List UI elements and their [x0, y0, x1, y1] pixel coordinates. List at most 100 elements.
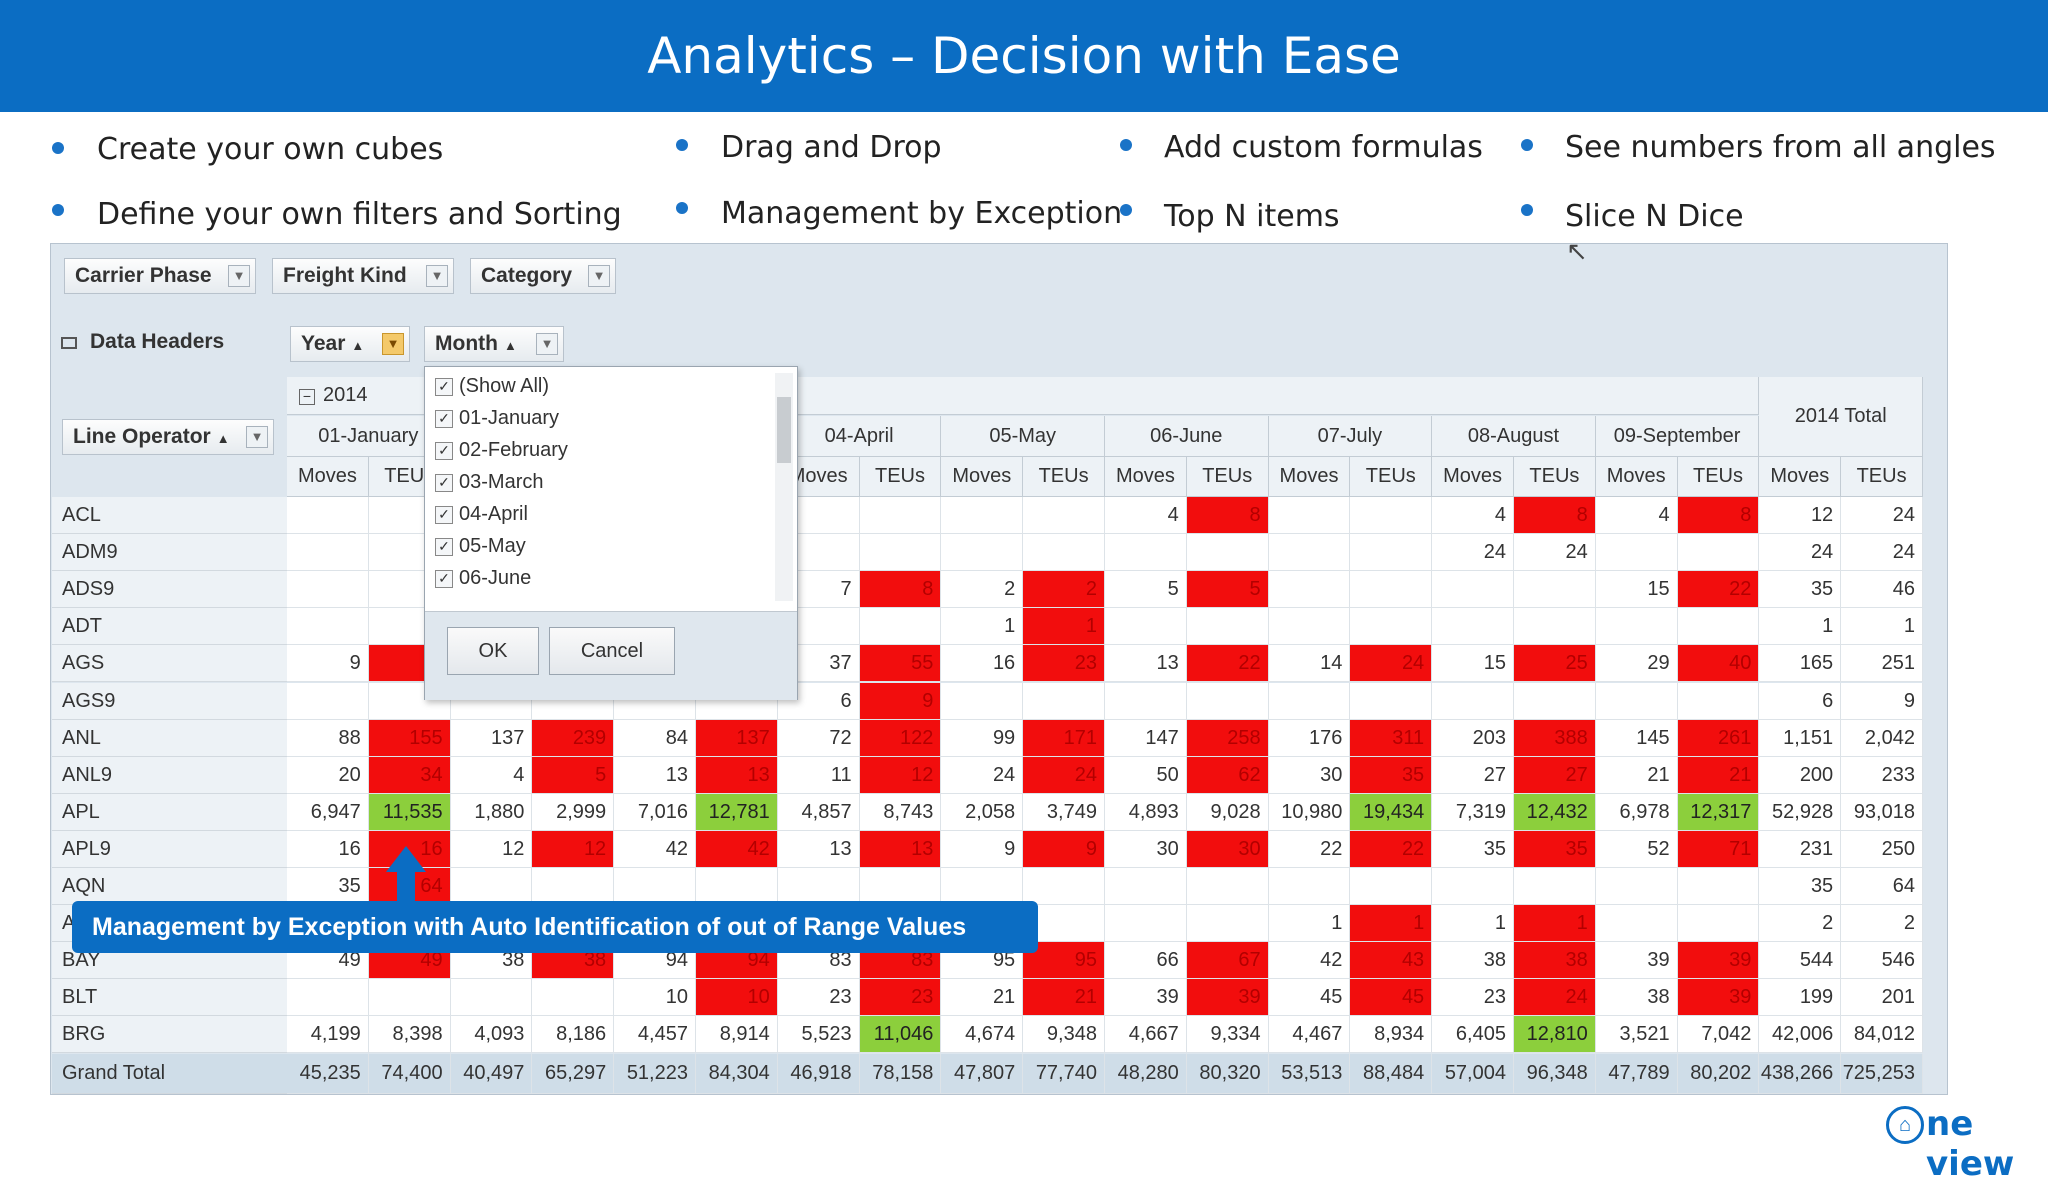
data-cell: 2 — [1841, 905, 1923, 943]
data-cell: 176 — [1268, 719, 1351, 757]
data-cell: 544 — [1759, 942, 1842, 980]
row-label[interactable]: AGS9 — [52, 682, 287, 720]
month-filter-item[interactable]: ✓ 05-May — [435, 535, 526, 558]
data-cell: 66 — [1105, 942, 1187, 980]
column-field-month[interactable]: Month ▲ ▼ — [424, 326, 564, 362]
data-cell: 250 — [1841, 830, 1923, 868]
month-header[interactable]: 07-July — [1268, 416, 1433, 457]
data-cell: 72 — [777, 719, 860, 757]
data-cell: 22 — [1350, 830, 1433, 868]
grand-total-cell: 46,918 — [777, 1053, 860, 1094]
measure-header: TEUs — [1677, 457, 1760, 497]
row-label[interactable]: BLT — [52, 979, 287, 1017]
data-cell: 4,457 — [614, 1016, 696, 1054]
row-label[interactable]: ADT — [52, 608, 287, 646]
month-header[interactable]: 05-May — [941, 416, 1105, 457]
row-label[interactable]: APL9 — [52, 830, 287, 868]
row-field-line-operator[interactable]: Line Operator ▲ ▼ — [62, 419, 274, 455]
grand-total-cell: 725,253 — [1841, 1053, 1923, 1094]
data-cell — [1186, 534, 1269, 572]
data-cell: 199 — [1759, 979, 1842, 1017]
month-filter-item[interactable]: ✓ 01-January — [435, 407, 559, 430]
data-cell — [1514, 608, 1596, 646]
filter-button-icon[interactable]: ▼ — [536, 333, 558, 355]
row-label[interactable]: AGS — [52, 645, 287, 683]
data-cell: 147 — [1105, 719, 1187, 757]
row-label[interactable]: BRG — [52, 1016, 287, 1054]
filter-button-icon[interactable]: ▼ — [382, 333, 404, 355]
data-cell: 1 — [1023, 608, 1105, 646]
filter-chip-carrier-phase[interactable]: Carrier Phase ▼ — [64, 258, 256, 294]
ok-button[interactable]: OK — [447, 627, 539, 675]
month-header[interactable]: 08-August — [1432, 416, 1596, 457]
data-cell: 62 — [1186, 756, 1269, 794]
collapse-icon[interactable]: − — [299, 389, 315, 405]
data-cell: 200 — [1759, 756, 1842, 794]
data-cell — [532, 868, 615, 906]
column-field-year[interactable]: Year ▲ ▼ — [290, 326, 410, 362]
data-cell: 2 — [941, 571, 1024, 609]
filter-chip-freight-kind[interactable]: Freight Kind ▼ — [272, 258, 454, 294]
data-cell: 24 — [1350, 645, 1433, 683]
dropdown-scroll-thumb[interactable] — [777, 397, 791, 463]
row-label[interactable]: ADM9 — [52, 534, 287, 572]
data-cell: 67 — [1186, 942, 1269, 980]
data-cell: 24 — [1514, 534, 1596, 572]
grand-total-cell: 80,202 — [1677, 1053, 1760, 1094]
data-cell: 12 — [859, 756, 942, 794]
grand-total-cell: 47,789 — [1595, 1053, 1678, 1094]
data-cell: 10 — [614, 979, 696, 1017]
checkbox-icon[interactable]: ✓ — [435, 473, 453, 492]
row-label[interactable]: ADS9 — [52, 571, 287, 609]
month-filter-item[interactable]: ✓ 02-February — [435, 439, 568, 462]
checkbox-icon[interactable]: ✓ — [435, 537, 453, 556]
month-filter-item[interactable]: ✓ 04-April — [435, 503, 528, 526]
row-label[interactable]: ANL — [52, 719, 287, 757]
cancel-button[interactable]: Cancel — [549, 627, 675, 675]
data-cell: 24 — [1841, 534, 1923, 572]
data-cell: 35 — [1759, 571, 1842, 609]
row-label[interactable]: AQN — [52, 868, 287, 906]
checkbox-icon[interactable]: ✓ — [435, 441, 453, 460]
data-cell: 4 — [450, 756, 533, 794]
data-cell: 30 — [1268, 756, 1351, 794]
chip-label: Category — [481, 264, 573, 287]
month-header[interactable]: 06-June — [1105, 416, 1269, 457]
data-cell — [1105, 905, 1187, 943]
checkbox-icon[interactable]: ✓ — [435, 409, 453, 428]
month-filter-item[interactable]: ✓ 03-March — [435, 471, 543, 494]
row-label[interactable]: APL — [52, 793, 287, 831]
month-filter-item-label: 03-March — [459, 471, 544, 493]
data-cell: 2,999 — [532, 793, 615, 831]
data-cell — [1514, 868, 1596, 906]
filter-button-icon[interactable]: ▼ — [246, 426, 268, 448]
row-label[interactable]: ANL9 — [52, 756, 287, 794]
checkbox-icon[interactable]: ✓ — [435, 505, 453, 524]
data-cell — [287, 497, 369, 535]
data-cell — [1595, 905, 1678, 943]
data-cell: 30 — [1186, 830, 1269, 868]
data-cell — [368, 979, 451, 1017]
filter-button-icon[interactable]: ▼ — [588, 265, 610, 287]
filter-chip-category[interactable]: Category ▼ — [470, 258, 616, 294]
data-cell: 9,028 — [1186, 793, 1269, 831]
filter-button-icon[interactable]: ▼ — [426, 265, 448, 287]
row-label[interactable]: ACL — [52, 497, 287, 535]
data-cell: 8 — [1514, 497, 1596, 535]
filter-button-icon[interactable]: ▼ — [228, 265, 250, 287]
month-filter-item[interactable]: ✓ (Show All) — [435, 375, 549, 398]
data-cell: 2,058 — [941, 793, 1024, 831]
data-cell: 7,042 — [1677, 1016, 1760, 1054]
data-cell: 9,334 — [1186, 1016, 1269, 1054]
checkbox-icon[interactable]: ✓ — [435, 569, 453, 588]
month-header[interactable]: 09-September — [1595, 416, 1760, 457]
data-cell: 27 — [1432, 756, 1514, 794]
month-filter-item[interactable]: ✓ 06-June — [435, 567, 531, 590]
data-cell: 8 — [1186, 497, 1269, 535]
data-cell: 13 — [696, 756, 778, 794]
month-header[interactable]: 04-April — [777, 416, 942, 457]
bullet-dot — [676, 139, 688, 151]
data-cell — [941, 534, 1024, 572]
data-cell: 42 — [696, 830, 778, 868]
checkbox-icon[interactable]: ✓ — [435, 377, 453, 396]
